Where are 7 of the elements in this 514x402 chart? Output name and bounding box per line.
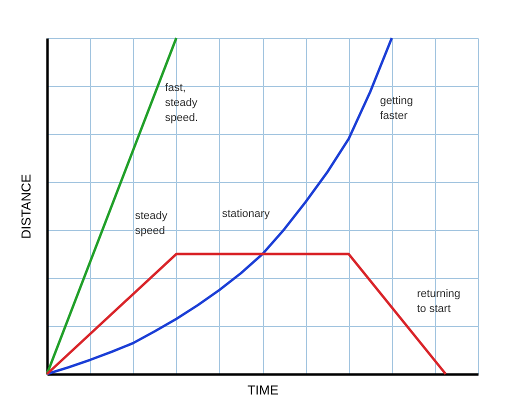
annotation: stationary xyxy=(222,208,270,220)
annotation: fast, steady speed. xyxy=(165,82,198,124)
annotation: getting faster xyxy=(380,95,414,122)
annotation: returning to start xyxy=(417,288,460,315)
annotation: steady speed xyxy=(135,210,168,237)
x-axis-title: TIME xyxy=(247,382,279,398)
y-axis-title: DISTANCE xyxy=(18,174,34,239)
